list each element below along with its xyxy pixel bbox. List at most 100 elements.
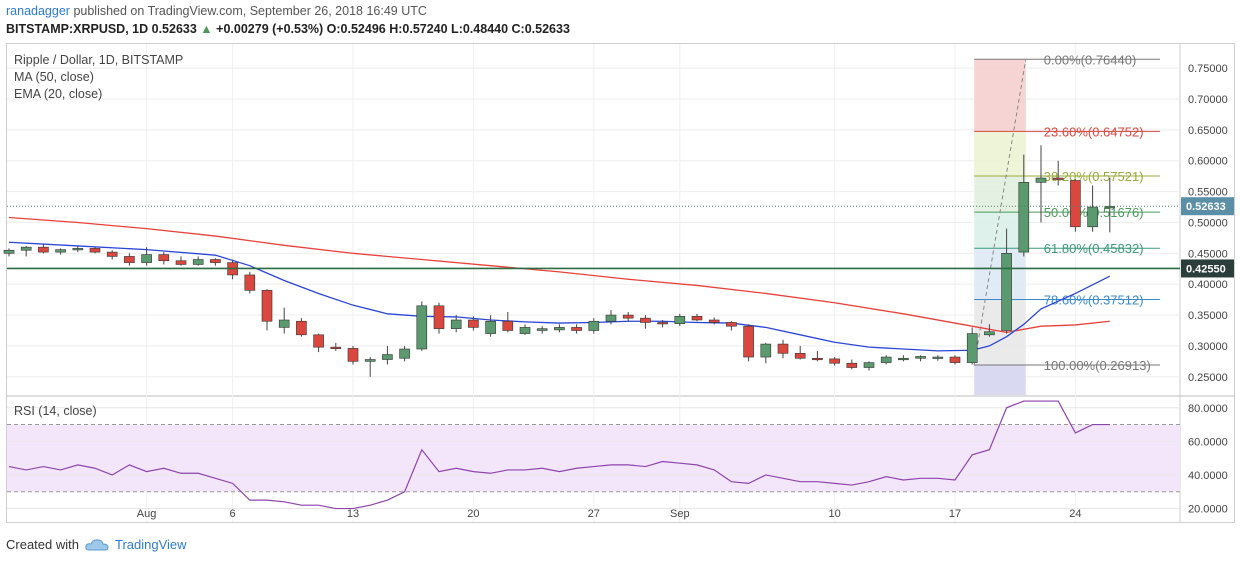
candle-body: [55, 249, 66, 253]
fib-zone: [974, 59, 1026, 132]
candle-body: [915, 356, 926, 359]
price-tick-label: 0.70000: [1188, 94, 1228, 106]
candle-body: [416, 305, 428, 350]
time-tick-label: 20: [467, 508, 479, 520]
candle-body: [20, 246, 32, 251]
candle-body: [640, 317, 651, 323]
candle-body: [760, 343, 772, 358]
fib-zone: [974, 248, 1026, 300]
tradingview-cloud-icon: [85, 538, 109, 550]
time-tick-label: Aug: [137, 508, 157, 520]
price-change: +0.00279 (+0.53%): [216, 22, 324, 36]
time-tick-label: 6: [230, 508, 236, 520]
price-tick-label: 0.30000: [1188, 341, 1228, 353]
time-tick-label: Sep: [670, 508, 690, 520]
candle-body: [141, 254, 152, 263]
fib-zone: [974, 299, 1026, 365]
ema-legend: EMA (20, close): [14, 87, 103, 101]
candle-body: [708, 319, 720, 323]
candle-body: [175, 260, 187, 265]
candle-body: [382, 354, 393, 360]
fib-level-label: 100.00%(0.26913): [1044, 358, 1151, 373]
symbol-label: BITSTAMP:XRPUSD, 1D: [6, 22, 149, 36]
candle-body: [1052, 177, 1064, 180]
candle-body: [863, 362, 875, 368]
candle-body: [72, 248, 84, 251]
fib-zone: [974, 364, 1026, 395]
up-arrow-icon: ▲: [200, 22, 213, 36]
candle-body: [450, 319, 462, 329]
candle-body: [106, 251, 118, 257]
price-tick-label: 0.75000: [1188, 63, 1228, 75]
candle-body: [124, 256, 135, 263]
ma-legend: MA (50, close): [14, 70, 94, 84]
candle-body: [296, 320, 307, 336]
created-with-label: Created with: [6, 537, 79, 552]
candle-body: [210, 259, 221, 263]
candle-body: [674, 315, 686, 325]
candle-body: [38, 246, 49, 253]
candle-body: [1018, 182, 1030, 253]
chart-frame[interactable]: [6, 43, 1235, 523]
candle-body: [605, 314, 617, 322]
support-price-label: 0.42550: [1186, 263, 1226, 275]
current-price-label: 0.52633: [1186, 201, 1226, 213]
rsi-tick-label: 20.0000: [1188, 504, 1228, 516]
candle-body: [554, 327, 565, 331]
candle-body: [571, 327, 582, 331]
published-text: published on TradingView.com, September …: [73, 4, 427, 18]
fib-level-label: 61.80%(0.45832): [1044, 241, 1144, 256]
candle-body: [3, 249, 15, 254]
price-pane-title: Ripple / Dollar, 1D, BITSTAMP: [14, 53, 184, 67]
candle-body: [932, 356, 944, 359]
candle-body: [812, 357, 823, 361]
candle-body: [433, 305, 445, 329]
candle-body: [89, 248, 101, 253]
fib-zone: [974, 212, 1026, 249]
candle-body: [313, 334, 324, 348]
fib-level-label: 38.20%(0.57521): [1044, 169, 1144, 184]
time-tick-label: 17: [949, 508, 961, 520]
price-tick-label: 0.35000: [1188, 310, 1228, 322]
fib-level-label: 0.00%(0.76440): [1044, 52, 1137, 67]
candle-body: [657, 322, 668, 325]
candle-body: [261, 290, 273, 322]
price-tick-label: 0.65000: [1188, 125, 1228, 137]
fib-zone: [974, 131, 1026, 177]
candle-body: [691, 315, 703, 321]
rsi-band: [7, 424, 1180, 492]
candle-body: [880, 356, 892, 363]
candle-body: [984, 331, 995, 336]
candle-body: [1087, 206, 1098, 228]
price-tick-label: 0.40000: [1188, 279, 1228, 291]
candle-body: [1070, 180, 1081, 228]
candle-body: [588, 320, 600, 331]
fib-level-label: 78.60%(0.37512): [1044, 293, 1144, 308]
candle-body: [777, 343, 789, 354]
price-tick-label: 0.50000: [1188, 217, 1228, 229]
ohlc-values: O:0.52496 H:0.57240 L:0.48440 C:0.52633: [326, 22, 570, 36]
candle-body: [949, 356, 961, 363]
candle-body: [485, 320, 496, 334]
candle-body: [536, 328, 548, 331]
publisher-user[interactable]: ranadagger: [6, 4, 70, 18]
fib-level-label: 23.60%(0.64752): [1044, 124, 1144, 139]
candle-body: [347, 348, 359, 362]
publisher-line: ranadagger published on TradingView.com,…: [6, 4, 427, 18]
rsi-tick-label: 40.0000: [1188, 470, 1228, 482]
tradingview-link[interactable]: TradingView: [114, 537, 187, 552]
candle-body: [1104, 206, 1116, 209]
candle-body: [898, 357, 909, 361]
candle-body: [519, 327, 531, 334]
rsi-legend: RSI (14, close): [14, 404, 97, 418]
price-tick-label: 0.55000: [1188, 187, 1228, 199]
candle-body: [399, 348, 410, 359]
time-tick-label: 24: [1069, 508, 1081, 520]
candle-body: [829, 358, 840, 364]
last-price: 0.52633: [151, 22, 197, 36]
candle-body: [622, 314, 634, 319]
time-tick-label: 10: [828, 508, 840, 520]
ema20-line: [8, 241, 1111, 352]
rsi-tick-label: 60.0000: [1188, 436, 1228, 448]
